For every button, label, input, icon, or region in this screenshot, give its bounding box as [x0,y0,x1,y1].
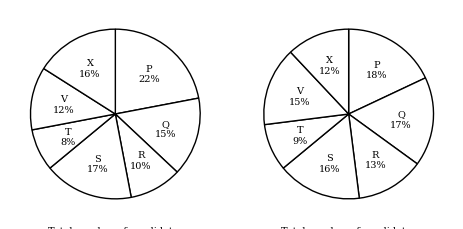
X-axis label: Total number of candidates
who passed the exam = 5700: Total number of candidates who passed th… [275,226,420,229]
Wedge shape [348,114,416,198]
X-axis label: Total number of candidates
enrolled = 8550: Total number of candidates enrolled = 85… [48,226,183,229]
Wedge shape [263,53,348,125]
Wedge shape [31,69,115,130]
Text: V
12%: V 12% [53,95,75,114]
Wedge shape [115,30,198,114]
Text: Q
17%: Q 17% [389,110,411,129]
Wedge shape [50,114,131,199]
Wedge shape [115,114,177,197]
Wedge shape [283,114,358,199]
Text: R
10%: R 10% [130,151,151,170]
Wedge shape [32,114,115,168]
Text: Q
15%: Q 15% [155,120,176,139]
Text: R
13%: R 13% [364,150,385,169]
Wedge shape [290,30,348,114]
Text: X
16%: X 16% [79,59,100,78]
Text: V
15%: V 15% [288,87,309,106]
Text: S
16%: S 16% [318,153,339,173]
Text: T
9%: T 9% [292,126,307,145]
Wedge shape [44,30,115,114]
Wedge shape [115,99,200,172]
Wedge shape [348,30,425,114]
Text: P
22%: P 22% [138,65,159,84]
Text: X
12%: X 12% [318,56,339,76]
Text: T
8%: T 8% [60,127,75,147]
Wedge shape [264,114,348,168]
Text: S
17%: S 17% [87,154,108,173]
Wedge shape [348,79,432,164]
Text: P
18%: P 18% [365,61,387,80]
